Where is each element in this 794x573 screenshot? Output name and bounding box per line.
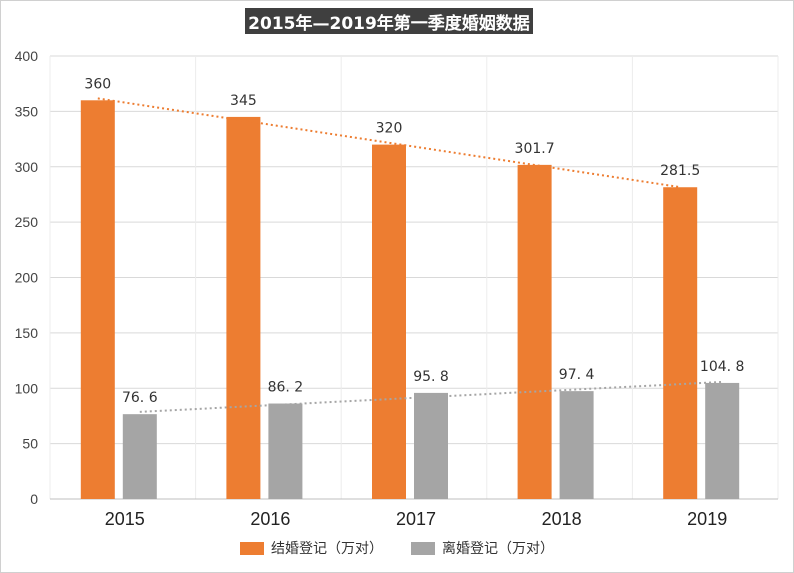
y-tick-label: 150 (15, 325, 39, 341)
data-label-divorce: 86. 2 (268, 380, 304, 396)
x-tick-label: 2018 (542, 509, 582, 529)
data-label-divorce: 104. 8 (700, 359, 745, 375)
legend-swatch-divorce (411, 541, 435, 555)
trendline-divorce (139, 380, 723, 413)
y-tick-label: 250 (15, 214, 39, 230)
data-label-marriage: 345 (230, 93, 257, 109)
bar-marriage (226, 116, 261, 499)
legend-item-divorce: 离婚登记（万对） (411, 538, 554, 558)
data-label-marriage: 320 (376, 121, 403, 137)
y-tick-label: 300 (15, 159, 39, 175)
bar-divorce (705, 382, 740, 499)
legend-item-marriage: 结婚登记（万对） (240, 538, 383, 558)
data-label-divorce: 97. 4 (559, 367, 595, 383)
legend-label-marriage: 结婚登记（万对） (271, 541, 383, 557)
x-tick-label: 2015 (105, 509, 145, 529)
bar-marriage (372, 144, 406, 499)
data-label-marriage: 281.5 (660, 163, 700, 179)
y-tick-label: 400 (15, 48, 39, 64)
data-label-marriage: 360 (84, 76, 111, 92)
data-label-divorce: 76. 6 (122, 390, 158, 406)
y-tick-label: 350 (15, 103, 39, 119)
bar-marriage (517, 164, 552, 499)
y-tick-label: 100 (15, 380, 39, 396)
data-label-marriage: 301.7 (515, 141, 555, 157)
data-label-divorce: 95. 8 (413, 369, 449, 385)
x-tick-label: 2016 (250, 509, 290, 529)
bar-divorce (268, 403, 303, 499)
y-tick-label: 200 (15, 270, 39, 286)
chart-title: 2015年—2019年第一季度婚姻数据 (245, 8, 533, 34)
y-tick-label: 0 (30, 491, 38, 507)
bar-marriage (80, 100, 115, 500)
chart-title-text: 2015年—2019年第一季度婚姻数据 (248, 13, 530, 34)
bar-divorce (559, 391, 594, 499)
x-tick-label: 2019 (687, 509, 727, 529)
bar-divorce (122, 414, 157, 499)
legend: 结婚登记（万对） 离婚登记（万对） (0, 536, 794, 560)
y-tick-label: 50 (22, 436, 38, 452)
bar-marriage (663, 187, 698, 499)
bar-divorce (414, 392, 448, 499)
legend-swatch-marriage (240, 541, 264, 555)
legend-label-divorce: 离婚登记（万对） (442, 541, 554, 557)
trendline-marriage (97, 97, 681, 189)
x-tick-label: 2017 (396, 509, 436, 529)
